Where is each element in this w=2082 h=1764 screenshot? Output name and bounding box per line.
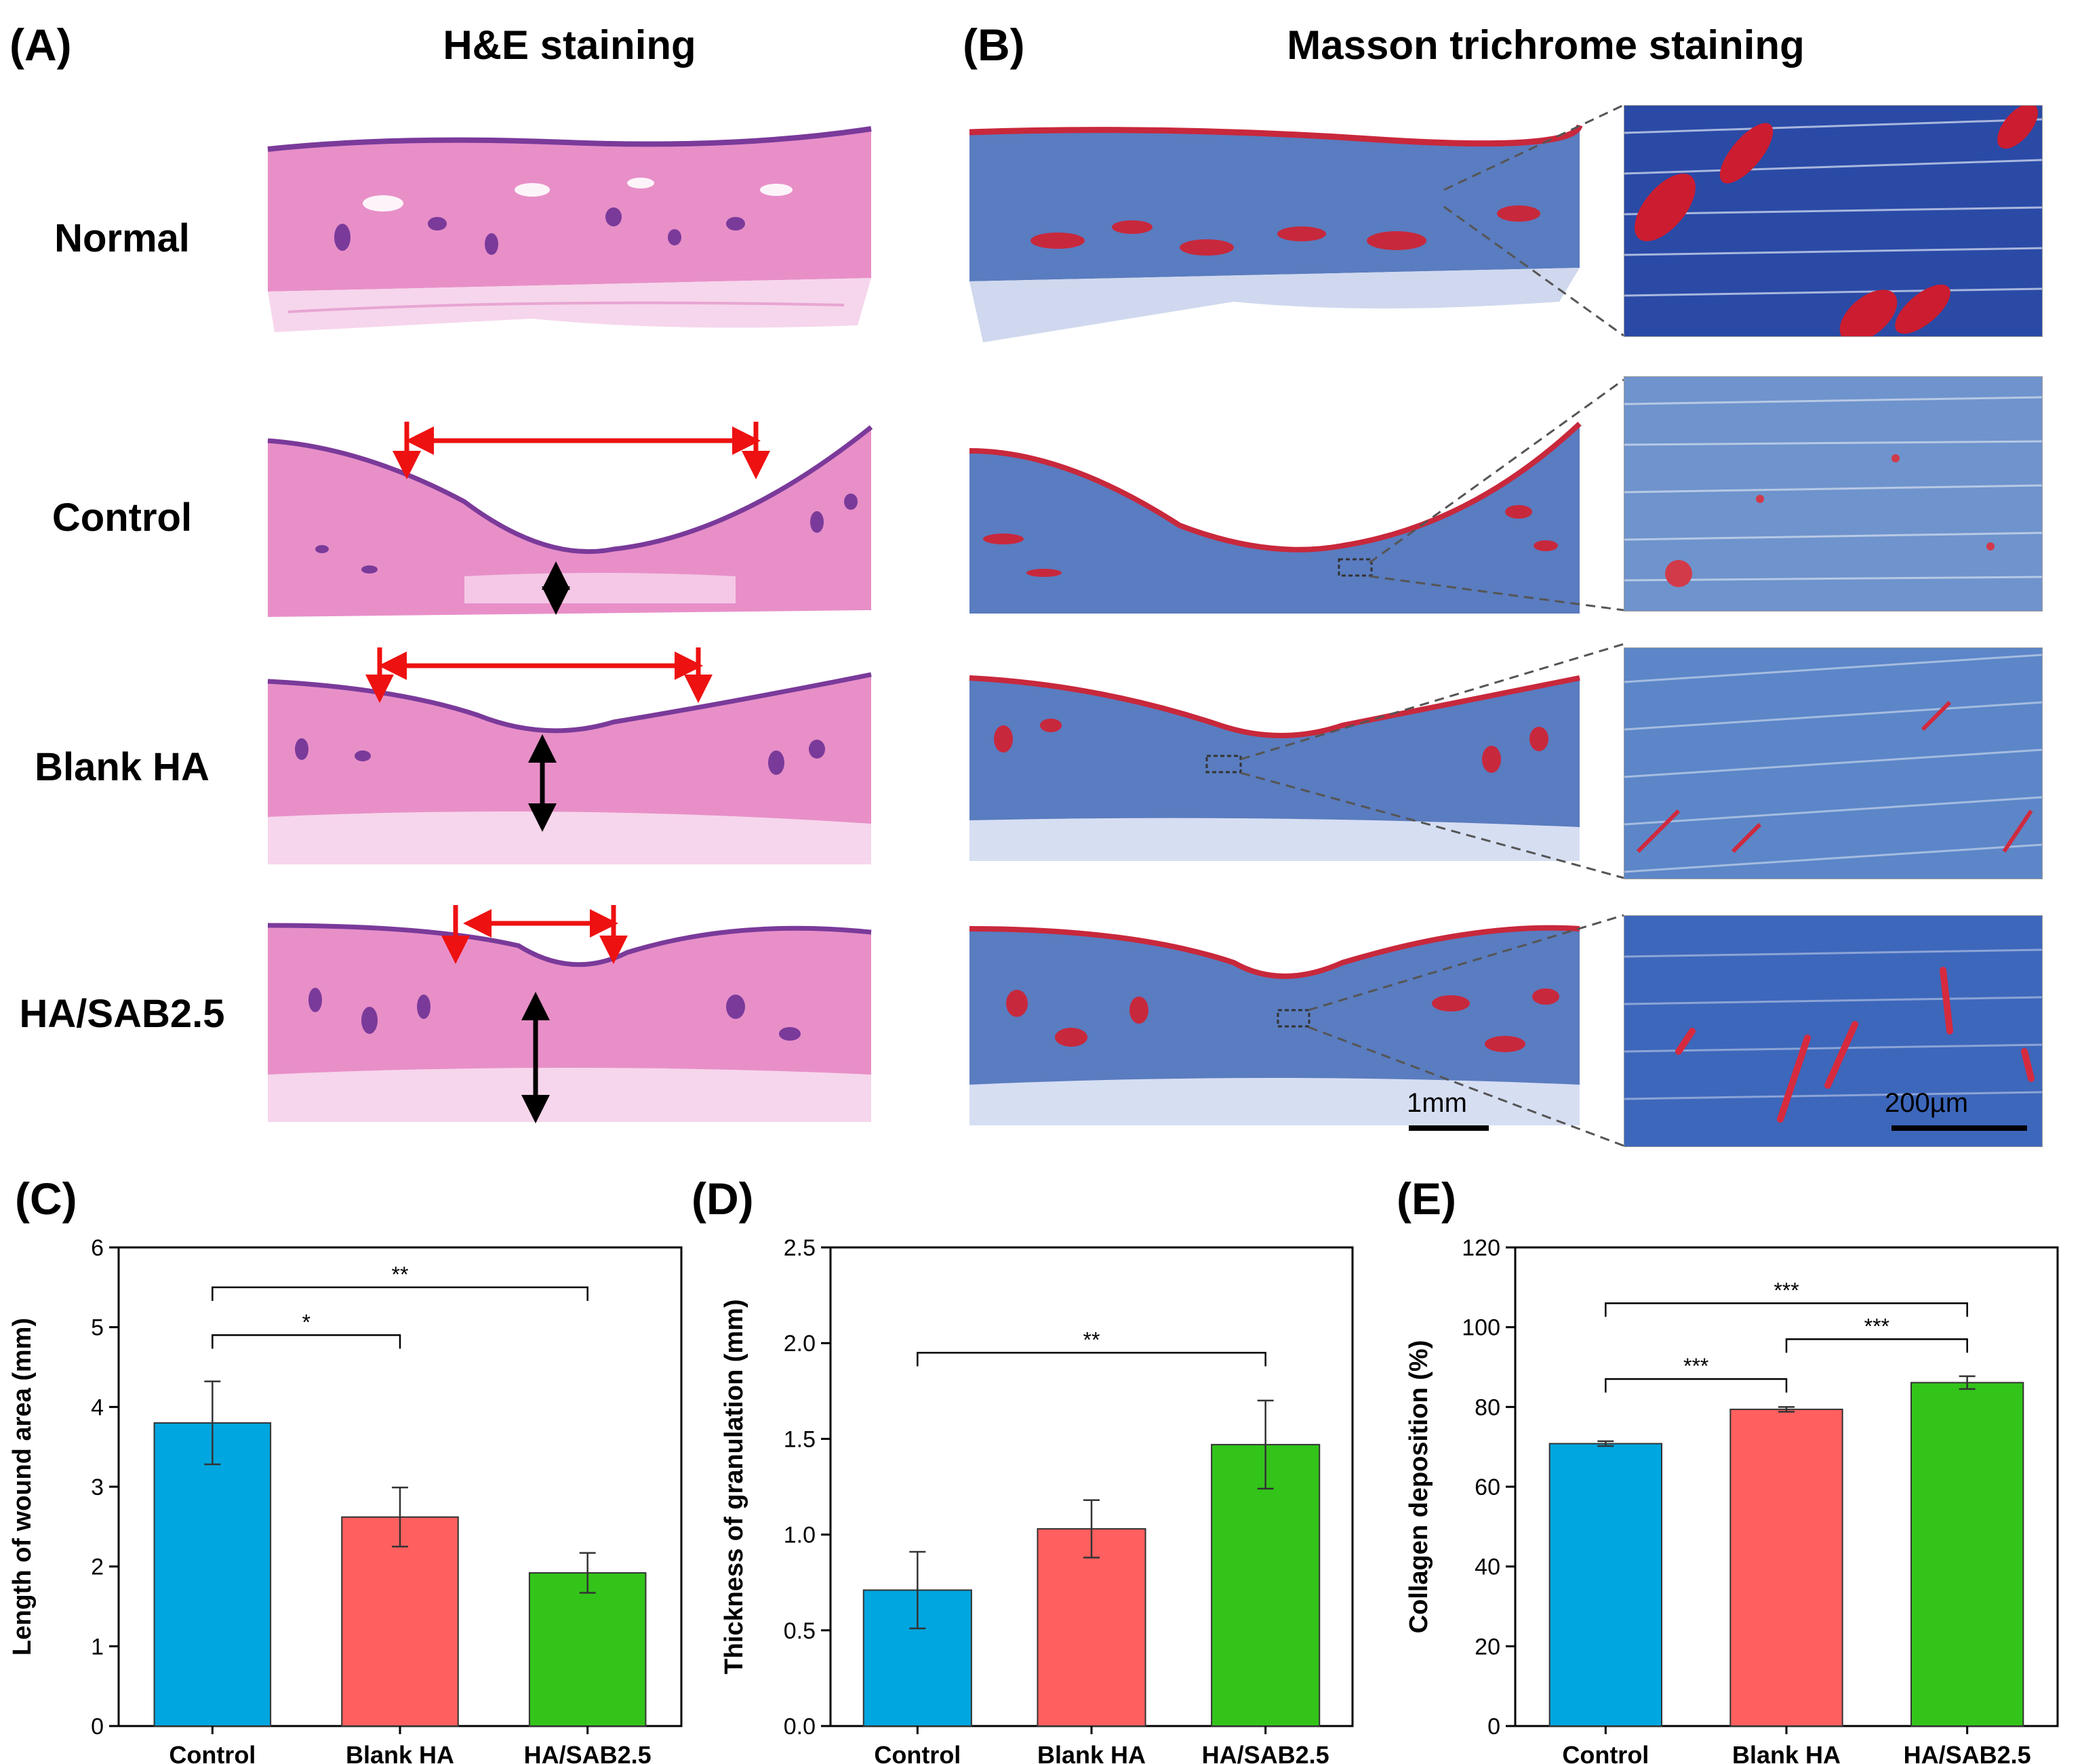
panel-letter-b: (B) [963,20,1025,70]
bar-ha-sab2-5 [1910,1382,2024,1727]
row-label-control: Control [52,496,193,540]
y-tick-label: 100 [1462,1315,1500,1341]
he-image-blank-ha [267,672,872,864]
masson-image-hasab [969,925,1580,1125]
significance-label: *** [1683,1354,1708,1378]
y-axis-label: Length of wound area (mm) [8,1318,37,1656]
bar-control [153,1422,272,1727]
he-image-hasab [267,923,872,1122]
x-tick-label: HA/SAB2.5 [1904,1741,2031,1764]
masson-inset-normal [1624,105,2043,337]
significance-label: ** [1083,1327,1100,1352]
hasab-wound-arrow [441,905,628,964]
panel-letter-e: (E) [1397,1174,1456,1224]
masson-inset-blank-ha [1624,647,2043,879]
x-tick-label: Control [169,1741,256,1764]
y-tick-label: 6 [91,1235,104,1261]
masson-image-normal [969,124,1583,342]
y-tick-label: 20 [1475,1634,1500,1660]
significance-bracket [1785,1338,1968,1353]
y-tick-label: 0 [91,1714,104,1740]
panel-letter-d: (D) [692,1174,754,1224]
masson-inset-hasab [1624,915,2043,1147]
bar-control [1548,1443,1662,1727]
y-tick-label: 0.5 [784,1618,816,1644]
significance-bracket [212,1334,401,1349]
row-label-blank-ha: Blank HA [35,745,209,789]
significance-label: *** [1864,1314,1889,1338]
y-tick-label: 5 [91,1315,104,1341]
blank-ha-wound-arrow [365,647,713,703]
chart-collagen-deposition: 0 20 40 60 80 100 120 Collagen deposition (%) Co… [1405,1235,2059,1764]
x-tick-label: Blank HA [1037,1741,1146,1764]
y-tick-label: 80 [1475,1395,1500,1420]
scale-bar-200um [1891,1125,2027,1131]
scale-label-200um: 200µm [1885,1088,1969,1118]
bar-blank-ha [1037,1528,1146,1727]
y-tick-label: 2 [91,1555,104,1580]
y-tick-label: 120 [1462,1235,1500,1261]
wound-arrows [365,422,770,1123]
panel-title-he: H&E staining [443,22,696,68]
masson-image-blank-ha [969,675,1580,861]
bar-ha-sab2-5 [528,1572,647,1727]
chart-wound-length: 0 1 2 3 4 5 6 Length of wound area (mm) Control B… [8,1235,683,1764]
control-wound-arrow [393,422,770,479]
x-tick-label: Control [874,1741,961,1764]
panel-letter-c: (C) [15,1174,77,1224]
masson-image-control [969,422,1582,614]
he-image-normal [267,126,872,332]
significance-bracket [1605,1302,1968,1317]
panel-title-masson: Masson trichrome staining [1287,22,1805,68]
x-tick-label: HA/SAB2.5 [524,1741,652,1764]
x-tick-label: Control [1562,1741,1649,1764]
significance-bracket [1605,1378,1788,1393]
chart-granulation-thickness: 0.0 0.5 1.0 1.5 2.0 2.5 Thickness of granulati… [720,1235,1354,1764]
x-tick-label: HA/SAB2.5 [1202,1741,1329,1764]
y-tick-label: 2.0 [784,1331,816,1357]
panel-letter-a: (A) [9,20,72,70]
significance-label: *** [1774,1278,1799,1302]
y-axis-label: Thickness of granulation (mm) [720,1299,748,1674]
y-tick-label: 40 [1475,1555,1500,1580]
he-image-control [267,425,873,617]
y-tick-label: 3 [91,1475,104,1500]
y-tick-label: 4 [91,1395,104,1420]
row-label-hasab: HA/SAB2.5 [19,992,225,1036]
zoom-box-hasab [1277,1009,1310,1028]
zoom-box-control [1338,558,1373,577]
y-tick-label: 0.0 [784,1714,816,1740]
y-tick-label: 1.5 [784,1426,816,1452]
masson-inset-control [1624,376,2043,612]
scale-label-1mm: 1mm [1407,1088,1467,1118]
zoom-box-blank-ha [1205,755,1242,774]
scale-bar-1mm [1409,1125,1489,1131]
bar-blank-ha [341,1516,459,1727]
significance-bracket [917,1352,1266,1367]
y-axis-label: Collagen deposition (%) [1405,1340,1433,1634]
y-tick-label: 1.0 [784,1523,816,1548]
x-tick-label: Blank HA [1732,1741,1841,1764]
x-tick-label: Blank HA [346,1741,454,1764]
y-tick-label: 0 [1487,1714,1500,1740]
significance-label: ** [392,1262,409,1287]
significance-bracket [212,1286,588,1301]
y-tick-label: 1 [91,1634,104,1660]
y-tick-label: 2.5 [784,1235,816,1261]
zoom-connectors [1240,104,1624,1147]
row-label-normal: Normal [54,216,190,260]
significance-label: * [302,1310,310,1334]
y-tick-label: 60 [1475,1475,1500,1500]
bar-blank-ha [1729,1408,1843,1727]
